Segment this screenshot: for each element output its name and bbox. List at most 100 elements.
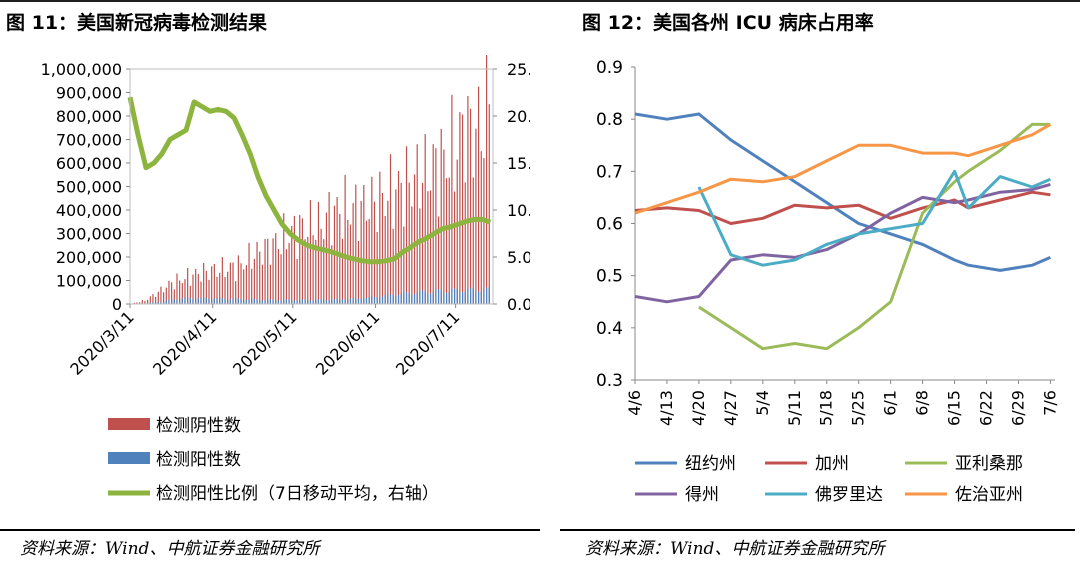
x-tick-label: 4/27: [721, 390, 740, 426]
positive-bar: [293, 300, 296, 304]
positive-bar: [392, 295, 394, 304]
legend-label-ca: 加州: [815, 454, 849, 474]
positive-bar: [213, 298, 215, 304]
top-rule: [0, 0, 1080, 2]
positive-bar: [381, 296, 384, 304]
series-line-az: [698, 122, 1051, 351]
positive-bar: [243, 300, 245, 304]
positive-bar: [424, 292, 426, 304]
negative-bar: [469, 108, 472, 304]
positive-bar: [416, 292, 418, 304]
negative-bar: [203, 263, 205, 304]
negative-bar: [227, 271, 229, 304]
negative-bar: [435, 148, 437, 304]
positive-bar: [173, 299, 175, 304]
x-tick-label: 5/11: [785, 390, 804, 426]
series-line-ca: [634, 190, 1051, 225]
positive-bar: [192, 298, 194, 304]
x-tick-label: 5/18: [817, 390, 836, 426]
y-tick-label: 0.3: [596, 371, 623, 391]
positive-bar: [429, 293, 432, 304]
negative-bar: [147, 299, 149, 304]
negative-bar: [229, 262, 231, 304]
negative-bar: [307, 236, 309, 304]
left-y-tick-label: 300,000: [56, 225, 122, 244]
left-y-tick-label: 1,000,000: [41, 60, 122, 79]
positive-bar: [328, 300, 330, 304]
positive-bar: [269, 299, 271, 304]
y-tick-label: 0.7: [596, 162, 623, 182]
legend-negative-swatch: [108, 418, 150, 430]
positive-bar: [411, 294, 413, 304]
negative-bar: [219, 272, 221, 304]
positive-bar: [368, 296, 370, 304]
negative-bar: [461, 114, 464, 305]
positive-bar: [413, 294, 416, 304]
positive-bar: [483, 289, 485, 304]
positive-bar: [157, 302, 159, 304]
left-y-tick-label: 200,000: [56, 248, 122, 267]
positive-bar: [344, 300, 346, 304]
positive-bar: [445, 293, 448, 304]
right-bottom-rule: [560, 529, 1075, 531]
negative-bar: [155, 296, 157, 304]
right-y-tick-label: 15.0%: [507, 154, 530, 173]
positive-bar: [301, 299, 304, 304]
negative-bar: [344, 174, 346, 304]
negative-bar: [277, 249, 280, 304]
negative-bar: [173, 289, 175, 304]
positive-bar: [360, 299, 362, 304]
negative-bar: [453, 191, 456, 304]
positive-bar: [365, 297, 368, 304]
positive-bar: [459, 291, 461, 304]
negative-bar: [381, 193, 384, 304]
negative-bar: [411, 206, 413, 304]
positive-bar: [240, 299, 242, 304]
negative-bar: [413, 174, 416, 304]
positive-bar: [389, 294, 392, 304]
negative-bar: [237, 255, 239, 304]
positive-bar: [275, 300, 277, 304]
negative-bar: [440, 128, 442, 304]
positive-bar: [285, 299, 288, 304]
positive-bar: [403, 291, 405, 304]
positive-bar: [181, 298, 183, 304]
negative-bar: [467, 96, 469, 305]
left-y-tick-label: 800,000: [56, 107, 122, 126]
y-tick-label: 0.6: [596, 215, 623, 235]
positive-bar: [421, 290, 424, 304]
positive-bar: [235, 298, 237, 304]
positive-bar: [435, 289, 437, 304]
negative-bar: [157, 291, 159, 304]
negative-bar: [139, 302, 141, 304]
positive-bar: [339, 299, 341, 304]
negative-bar: [296, 259, 298, 304]
negative-bar: [136, 302, 138, 304]
icu-occupancy-chart: 0.3 0.4 0.5 0.6 0.7 0.8 0.9 4/6 4/13 4/20 4/27 5/4 5…: [596, 58, 1059, 505]
right-y-tick-label: 0.0%: [507, 295, 530, 314]
positive-bar: [232, 298, 234, 304]
positive-bar: [325, 300, 328, 304]
negative-bar: [320, 228, 322, 304]
negative-bar: [331, 245, 333, 304]
negative-bar: [357, 240, 360, 304]
negative-bar: [152, 294, 154, 304]
negative-bar: [256, 241, 258, 304]
positive-bar: [363, 299, 365, 304]
negative-bar: [192, 274, 194, 304]
negative-bar: [240, 263, 242, 304]
positive-bar: [469, 287, 472, 304]
positive-bar: [333, 299, 336, 304]
positive-bar: [480, 291, 482, 304]
positive-bar: [477, 292, 480, 304]
negative-bar: [448, 177, 450, 304]
positive-bar: [176, 299, 178, 304]
right-y-tick-label: 5.0%: [507, 248, 530, 267]
negative-bar: [339, 213, 341, 304]
positive-bar: [373, 297, 376, 304]
negative-bar: [360, 200, 362, 304]
x-tick-label: 7/6: [1040, 390, 1059, 416]
negative-bar: [251, 268, 253, 304]
positive-bar: [189, 298, 191, 304]
positive-bar: [376, 297, 378, 304]
